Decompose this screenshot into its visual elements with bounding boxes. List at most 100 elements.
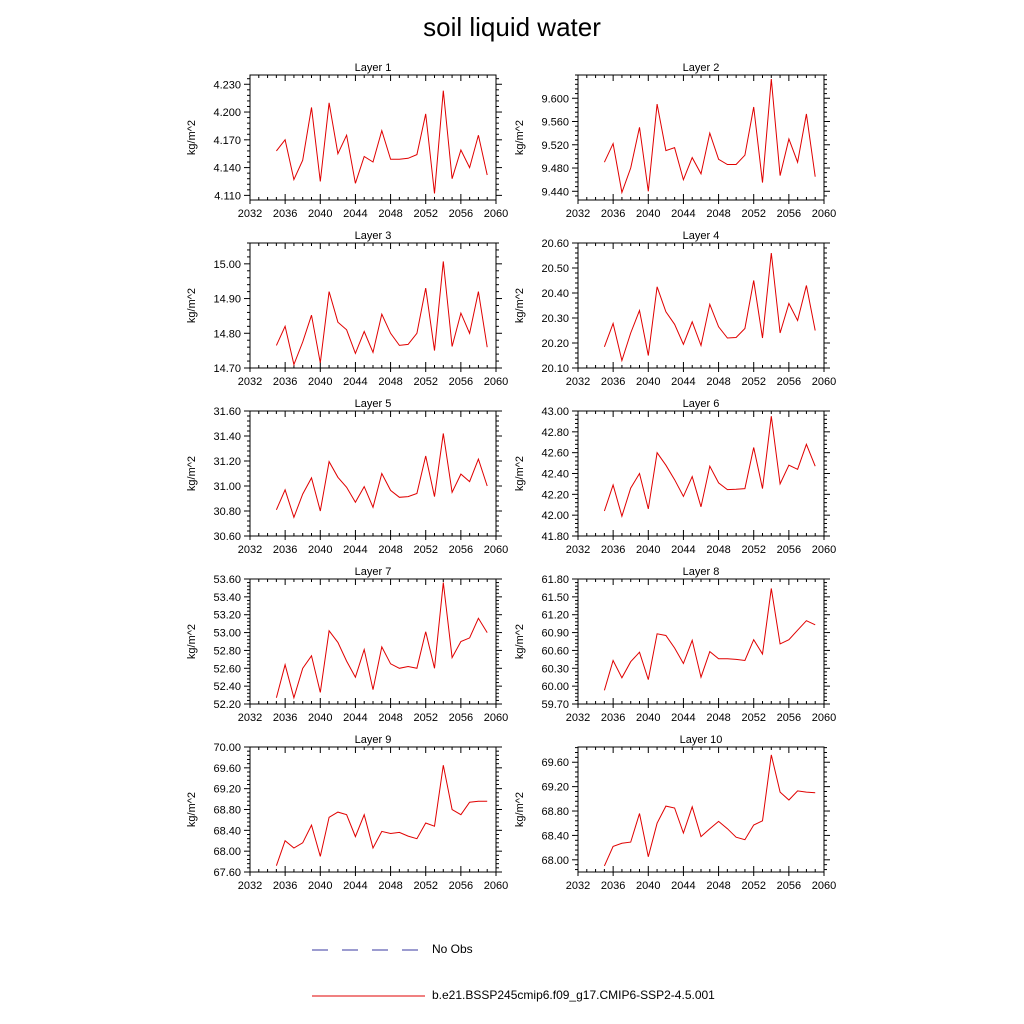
x-tick-label: 2044 (343, 376, 367, 388)
x-tick-label: 2044 (671, 544, 695, 556)
y-axis-label: kg/m^2 (186, 456, 198, 491)
x-tick-label: 2060 (484, 208, 508, 220)
legend-no-obs-label: No Obs (432, 942, 473, 956)
x-tick-label: 2036 (601, 208, 625, 220)
y-axis-label: kg/m^2 (186, 120, 198, 155)
x-tick-label: 2048 (378, 376, 402, 388)
y-tick-label: 31.20 (213, 456, 241, 468)
x-tick-label: 2044 (671, 712, 695, 724)
y-tick-label: 14.70 (213, 363, 241, 375)
plot-frame (249, 74, 497, 201)
y-tick-label: 68.40 (213, 825, 241, 837)
x-tick-label: 2036 (273, 376, 297, 388)
series-line (603, 416, 816, 518)
y-tick-label: 60.30 (541, 663, 569, 675)
plot-frame (249, 410, 497, 537)
y-tick-label: 70.00 (213, 742, 241, 754)
x-tick-label: 2040 (636, 544, 660, 556)
x-tick-label: 2052 (413, 880, 437, 892)
y-tick-label: 52.40 (213, 681, 241, 693)
x-tick-label: 2048 (378, 712, 402, 724)
x-tick-label: 2036 (273, 880, 297, 892)
y-tick-label: 9.520 (541, 140, 569, 152)
series-line (275, 261, 488, 367)
y-axis-label: kg/m^2 (514, 624, 526, 659)
y-tick-label: 42.00 (541, 510, 569, 522)
y-tick-label: 61.20 (541, 610, 569, 622)
y-tick-label: 60.60 (541, 645, 569, 657)
x-tick-label: 2036 (601, 712, 625, 724)
x-tick-label: 2032 (566, 880, 590, 892)
y-tick-label: 42.20 (541, 489, 569, 501)
y-tick-label: 61.50 (541, 592, 569, 604)
y-tick-label: 42.40 (541, 469, 569, 481)
panel-title: Layer 8 (683, 566, 720, 578)
y-tick-label: 20.10 (541, 363, 569, 375)
x-tick-label: 2036 (273, 208, 297, 220)
panel-layer-6: Layer 6 kg/m^2 2032 2036 2040 2044 2048 2052 205… (514, 398, 836, 556)
x-tick-label: 2056 (777, 544, 801, 556)
series-line (603, 754, 816, 867)
x-tick-label: 2052 (741, 376, 765, 388)
x-tick-label: 2040 (636, 712, 660, 724)
x-tick-label: 2060 (484, 880, 508, 892)
y-tick-label: 4.200 (213, 107, 241, 119)
y-tick-label: 68.80 (213, 805, 241, 817)
panel-layer-8: Layer 8 kg/m^2 2032 2036 2040 2044 2048 2052 205… (514, 566, 836, 724)
x-tick-label: 2060 (812, 376, 836, 388)
y-tick-label: 60.00 (541, 681, 569, 693)
x-tick-label: 2052 (413, 712, 437, 724)
panel-title: Layer 9 (355, 734, 392, 746)
panel-title: Layer 7 (355, 566, 392, 578)
y-tick-label: 53.20 (213, 610, 241, 622)
x-tick-label: 2060 (484, 544, 508, 556)
x-tick-label: 2060 (812, 712, 836, 724)
x-tick-label: 2052 (413, 208, 437, 220)
x-tick-label: 2056 (449, 376, 473, 388)
x-tick-label: 2044 (671, 208, 695, 220)
y-tick-label: 42.80 (541, 427, 569, 439)
x-tick-label: 2032 (238, 544, 262, 556)
panel-title: Layer 4 (683, 230, 720, 242)
y-tick-label: 20.50 (541, 263, 569, 275)
legend-model-label: b.e21.BSSP245cmip6.f09_g17.CMIP6-SSP2-4.… (432, 988, 715, 1002)
series-line (603, 252, 816, 363)
y-tick-label: 20.40 (541, 288, 569, 300)
chart-title: soil liquid water (423, 12, 601, 42)
x-tick-label: 2056 (777, 376, 801, 388)
y-tick-label: 53.60 (213, 574, 241, 586)
y-tick-label: 59.70 (541, 699, 569, 711)
y-tick-label: 9.480 (541, 163, 569, 175)
plot-frame (577, 578, 825, 705)
y-axis-label: kg/m^2 (514, 288, 526, 323)
panel-layer-5: Layer 5 kg/m^2 2032 2036 2040 2044 2048 2052 205… (186, 398, 508, 556)
x-tick-label: 2036 (273, 544, 297, 556)
x-tick-label: 2032 (238, 712, 262, 724)
x-tick-label: 2040 (308, 376, 332, 388)
y-tick-label: 15.00 (213, 259, 241, 271)
series-line (276, 90, 488, 194)
x-tick-label: 2032 (238, 880, 262, 892)
panel-layer-4: Layer 4 kg/m^2 2032 2036 2040 2044 2048 2052 205… (514, 230, 836, 388)
x-tick-label: 2052 (413, 376, 437, 388)
y-tick-label: 67.60 (213, 867, 241, 879)
panel-title: Layer 5 (355, 398, 392, 410)
series-line (275, 765, 488, 866)
y-tick-label: 20.30 (541, 313, 569, 325)
y-axis-label: kg/m^2 (514, 792, 526, 827)
x-tick-label: 2060 (812, 208, 836, 220)
y-tick-label: 31.60 (213, 406, 241, 418)
x-tick-label: 2056 (449, 208, 473, 220)
y-tick-label: 9.560 (541, 117, 569, 129)
y-tick-label: 31.40 (213, 431, 241, 443)
x-tick-label: 2048 (706, 376, 730, 388)
x-tick-label: 2032 (566, 376, 590, 388)
y-tick-label: 31.00 (213, 481, 241, 493)
y-tick-label: 9.440 (541, 186, 569, 198)
x-tick-label: 2044 (343, 208, 367, 220)
x-tick-label: 2032 (238, 376, 262, 388)
plot-frame (577, 746, 825, 873)
y-tick-label: 30.60 (213, 531, 241, 543)
x-tick-label: 2048 (378, 208, 402, 220)
